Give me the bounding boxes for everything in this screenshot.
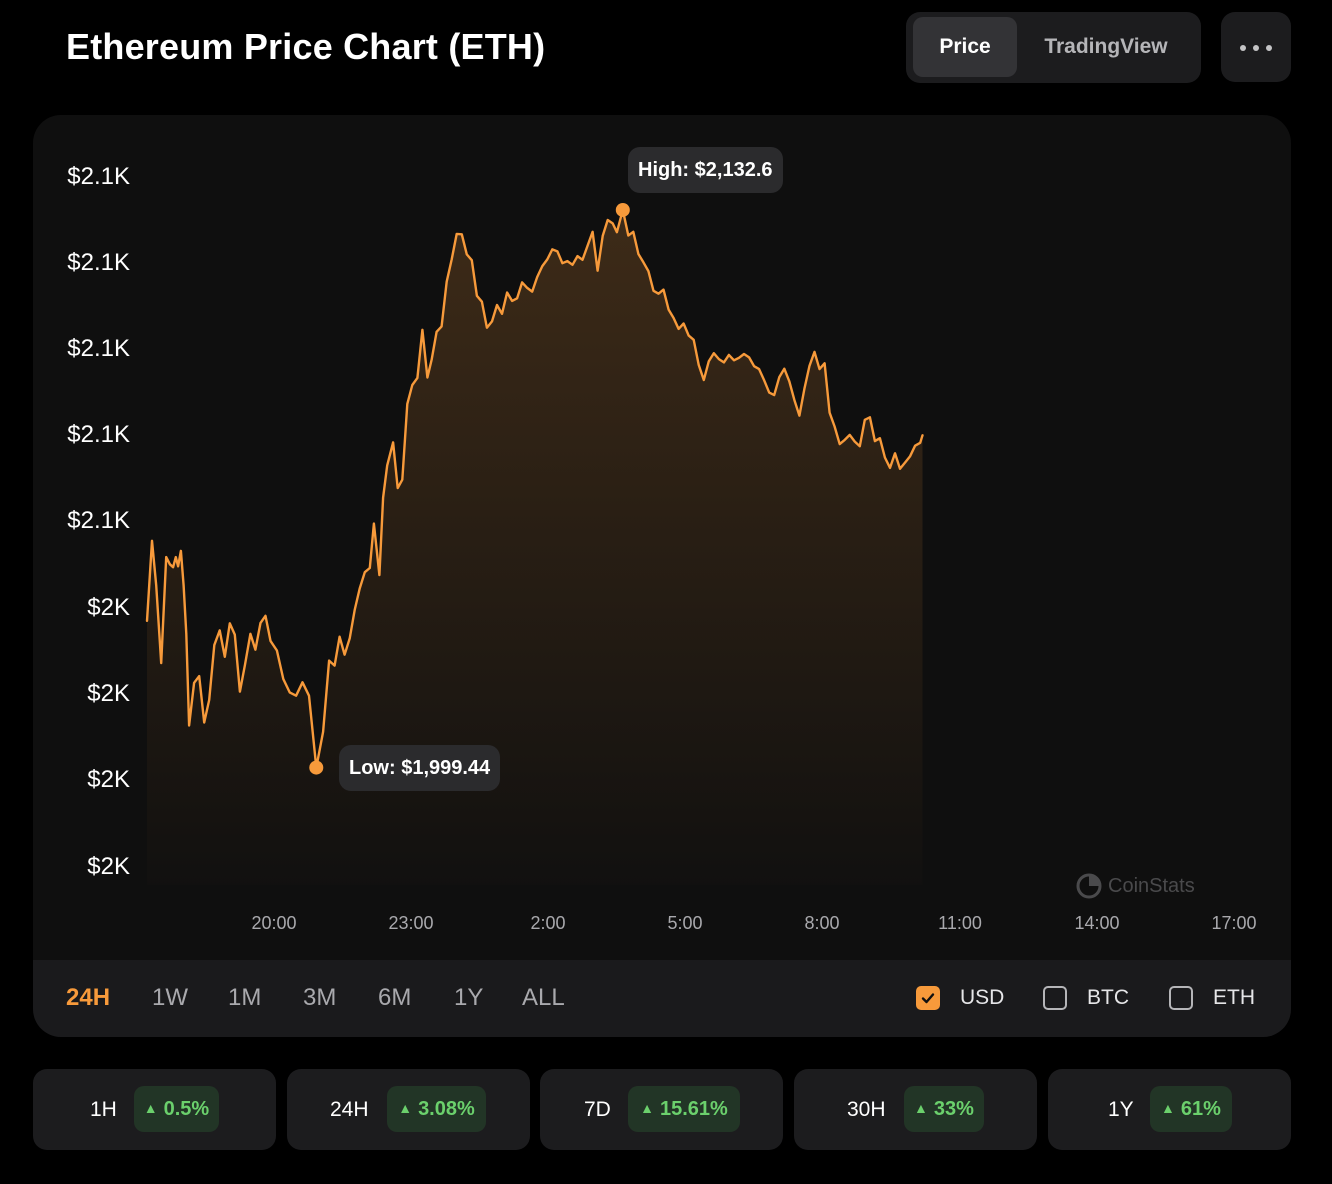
stat-card-1y: 1Y ▲ 61%	[1048, 1069, 1291, 1150]
x-tick-label: 5:00	[667, 913, 703, 933]
stat-card-30h: 30H ▲ 33%	[794, 1069, 1037, 1150]
currency-eth[interactable]: ETH	[1169, 986, 1255, 1010]
checkmark-icon	[921, 993, 935, 1004]
y-tick-label: $2.1K	[67, 163, 130, 190]
high-tooltip: High: $2,132.6	[628, 147, 783, 193]
y-tick-label: $2K	[87, 680, 130, 707]
currency-btc[interactable]: BTC	[1043, 986, 1129, 1010]
x-tick-label: 23:00	[388, 913, 434, 933]
range-1y[interactable]: 1Y	[454, 984, 484, 1011]
range-1m[interactable]: 1M	[228, 984, 262, 1011]
stat-card-1h: 1H ▲ 0.5%	[33, 1069, 276, 1150]
y-tick-label: $2.1K	[67, 249, 130, 276]
coinstats-logo-icon	[1076, 873, 1102, 899]
y-tick-label: $2.1K	[67, 335, 130, 362]
change-badge: ▲ 0.5%	[134, 1086, 219, 1132]
stat-label: 1H	[90, 1098, 117, 1121]
eth-label: ETH	[1213, 986, 1255, 1009]
change-value: 15.61%	[660, 1098, 728, 1120]
range-6m[interactable]: 6M	[378, 984, 412, 1011]
range-3m[interactable]: 3M	[303, 984, 337, 1011]
y-tick-label: $2.1K	[67, 421, 130, 448]
usd-label: USD	[960, 986, 1005, 1009]
eth-checkbox[interactable]	[1169, 986, 1193, 1010]
y-tick-label: $2K	[87, 594, 130, 621]
stat-label: 7D	[584, 1098, 611, 1121]
tab-price[interactable]: Price	[913, 17, 1017, 77]
stat-label: 24H	[330, 1098, 369, 1121]
change-value: 61%	[1180, 1098, 1221, 1120]
up-arrow-icon: ▲	[1161, 1100, 1175, 1116]
btc-checkbox[interactable]	[1043, 986, 1067, 1010]
high-marker	[615, 202, 630, 217]
up-arrow-icon: ▲	[143, 1100, 158, 1116]
usd-checkbox[interactable]	[916, 986, 940, 1010]
y-tick-label: $2K	[87, 766, 130, 793]
range-24h[interactable]: 24H	[66, 984, 111, 1011]
up-arrow-icon: ▲	[398, 1100, 413, 1116]
price-area	[147, 210, 923, 885]
change-badge: ▲ 33%	[904, 1086, 984, 1132]
price-line	[145, 208, 924, 769]
change-badge: ▲ 15.61%	[628, 1086, 740, 1132]
x-tick-label: 14:00	[1074, 913, 1120, 933]
low-marker	[309, 760, 324, 775]
more-dots-icon	[1240, 45, 1246, 51]
chart-controls: 24H 1W 1M 3M 6M 1Y ALL USD BTC ETH	[33, 960, 1291, 1037]
more-options-button[interactable]	[1221, 12, 1291, 82]
watermark: CoinStats	[1076, 873, 1195, 899]
stat-card-7d: 7D ▲ 15.61%	[540, 1069, 783, 1150]
tab-tradingview[interactable]: TradingView	[1044, 35, 1168, 58]
x-tick-label: 20:00	[251, 913, 297, 933]
x-tick-label: 11:00	[938, 913, 982, 933]
stat-label: 30H	[847, 1098, 886, 1121]
change-value: 3.08%	[418, 1098, 475, 1120]
btc-label: BTC	[1087, 986, 1129, 1009]
x-tick-label: 17:00	[1211, 913, 1257, 933]
price-chart[interactable]	[33, 115, 1291, 960]
view-switcher: Price TradingView	[906, 12, 1201, 83]
low-tooltip: Low: $1,999.44	[339, 745, 501, 791]
up-arrow-icon: ▲	[914, 1100, 928, 1116]
change-value: 33%	[933, 1098, 974, 1120]
range-all[interactable]: ALL	[522, 984, 565, 1011]
x-tick-label: 2:00	[530, 913, 566, 933]
change-badge: ▲ 3.08%	[387, 1086, 486, 1132]
change-value: 0.5%	[163, 1098, 210, 1120]
x-tick-label: 8:00	[804, 913, 840, 933]
watermark-text: CoinStats	[1108, 874, 1195, 897]
up-arrow-icon: ▲	[640, 1100, 654, 1116]
y-tick-label: $2K	[87, 853, 130, 880]
stat-card-24h: 24H ▲ 3.08%	[287, 1069, 530, 1150]
y-tick-label: $2.1K	[67, 507, 130, 534]
range-1w[interactable]: 1W	[152, 984, 188, 1011]
chart-card: $2.1K $2.1K $2.1K $2.1K $2.1K $2K $2K $2…	[33, 115, 1291, 1037]
change-badge: ▲ 61%	[1150, 1086, 1232, 1132]
currency-usd[interactable]: USD	[916, 986, 1004, 1010]
stat-label: 1Y	[1108, 1098, 1134, 1121]
page-title: Ethereum Price Chart (ETH)	[66, 26, 546, 67]
